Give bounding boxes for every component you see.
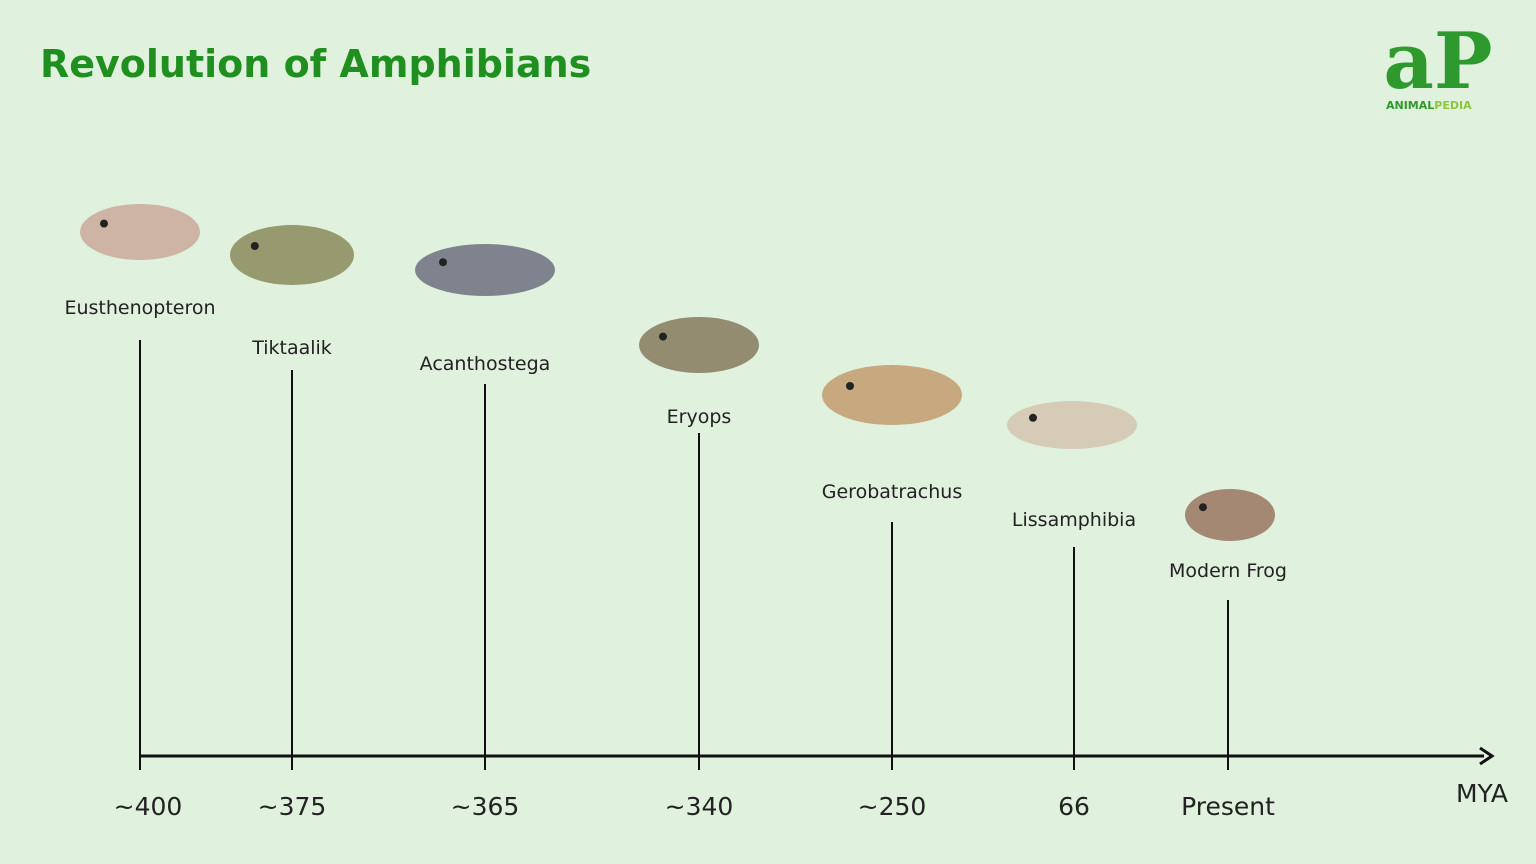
axis-arrow xyxy=(1479,746,1495,766)
creature-illustration xyxy=(230,225,354,285)
event-time: ~400 xyxy=(114,792,183,821)
event-time: Present xyxy=(1181,792,1275,821)
axis-unit: MYA xyxy=(1456,779,1508,808)
creature-illustration xyxy=(415,244,555,296)
event-time: ~340 xyxy=(665,792,734,821)
event-time: ~250 xyxy=(858,792,927,821)
event-time: 66 xyxy=(1058,792,1090,821)
creature-eye xyxy=(1029,413,1037,422)
logo: aP ANIMALPEDIA xyxy=(1383,16,1492,112)
events: Eusthenopteron ~400 Tiktaalik ~375 Acanthost… xyxy=(64,204,1287,821)
event-name: Tiktaalik xyxy=(251,337,332,359)
logo-mark: aP xyxy=(1383,16,1492,107)
title: Revolution of Amphibians xyxy=(40,42,591,86)
creature-eye xyxy=(100,219,108,228)
creature-illustration xyxy=(639,317,759,373)
creature-eye xyxy=(846,382,854,390)
event-name: Acanthostega xyxy=(420,353,551,375)
creature-illustration xyxy=(1007,401,1137,449)
event-time: ~375 xyxy=(258,792,327,821)
logo-brand-b: PEDIA xyxy=(1434,99,1472,112)
logo-brand-a: ANIMAL xyxy=(1386,99,1434,112)
event-name: Eryops xyxy=(667,406,732,428)
event-name: Lissamphibia xyxy=(1012,509,1136,531)
event-name: Modern Frog xyxy=(1169,560,1287,582)
creature-eye xyxy=(439,258,447,267)
creature-illustration xyxy=(822,365,962,425)
creature-eye xyxy=(659,332,667,341)
event-name: Gerobatrachus xyxy=(822,481,962,503)
event-name: Eusthenopteron xyxy=(64,297,215,319)
creature-eye xyxy=(1199,503,1207,512)
creature-illustration xyxy=(80,204,200,260)
creature-eye xyxy=(250,242,259,250)
creature-illustration xyxy=(1185,489,1275,541)
event-time: ~365 xyxy=(451,792,520,821)
logo-brand: ANIMALPEDIA xyxy=(1386,99,1472,112)
